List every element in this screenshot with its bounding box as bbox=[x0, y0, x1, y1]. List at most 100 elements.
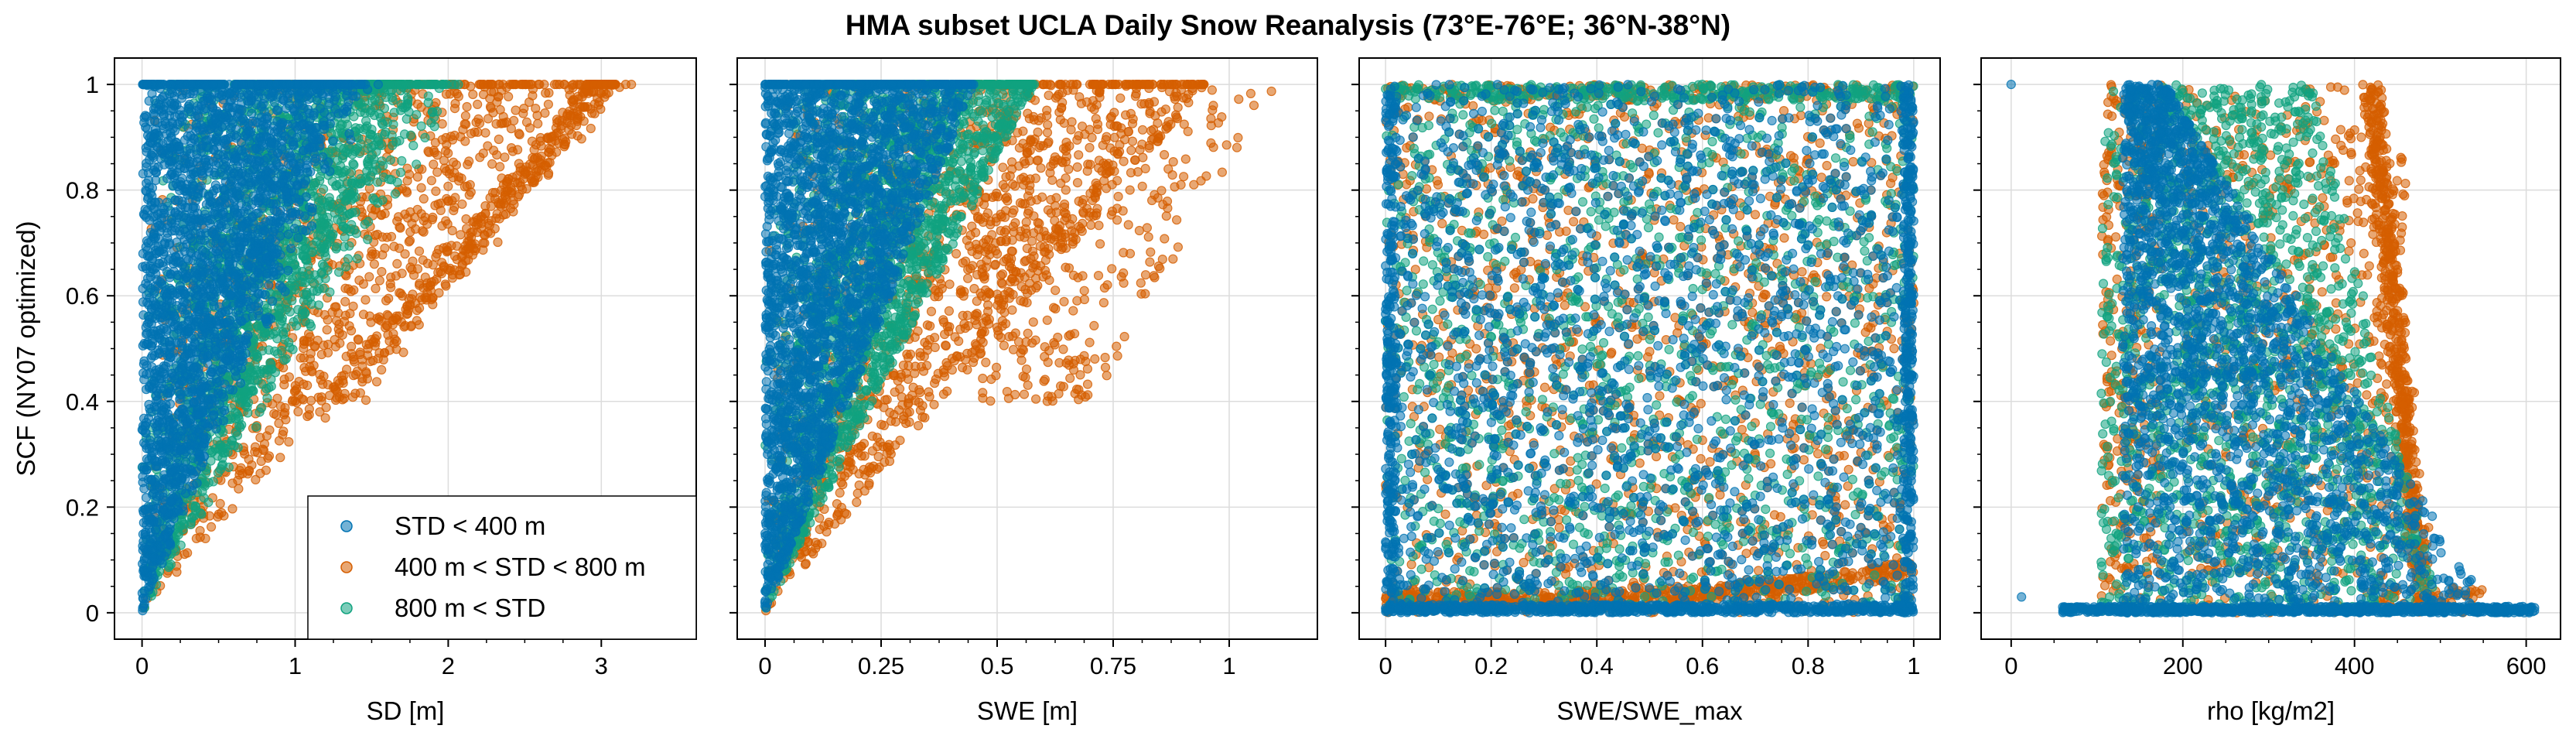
data-point bbox=[227, 435, 237, 446]
data-point bbox=[620, 79, 631, 90]
data-point bbox=[569, 95, 579, 105]
data-point bbox=[277, 313, 287, 323]
data-point bbox=[265, 330, 275, 340]
data-point bbox=[352, 366, 363, 376]
data-point bbox=[386, 272, 396, 282]
data-point bbox=[364, 217, 374, 227]
data-point bbox=[371, 377, 382, 387]
data-point bbox=[437, 221, 447, 231]
data-point bbox=[478, 79, 488, 90]
data-point bbox=[337, 205, 347, 216]
data-point bbox=[251, 474, 261, 485]
data-point bbox=[255, 468, 265, 478]
data-point bbox=[493, 237, 503, 248]
data-point bbox=[473, 127, 483, 137]
data-point bbox=[500, 152, 510, 163]
data-point bbox=[416, 102, 426, 112]
data-point bbox=[367, 166, 378, 176]
data-point bbox=[299, 379, 309, 389]
data-point bbox=[340, 283, 350, 293]
data-point bbox=[558, 108, 568, 118]
data-point bbox=[330, 302, 340, 312]
data-point bbox=[416, 121, 426, 132]
data-point bbox=[377, 267, 387, 277]
data-point bbox=[319, 262, 329, 272]
data-point bbox=[279, 355, 289, 365]
data-point bbox=[439, 261, 449, 271]
data-point bbox=[281, 323, 291, 333]
data-point bbox=[334, 328, 344, 338]
data-point bbox=[436, 205, 446, 215]
data-point bbox=[341, 166, 351, 176]
data-point bbox=[461, 119, 471, 129]
data-point bbox=[491, 119, 501, 129]
data-point bbox=[452, 255, 462, 265]
data-point bbox=[379, 87, 389, 98]
data-point bbox=[514, 190, 524, 200]
data-point bbox=[402, 302, 412, 312]
data-point bbox=[283, 265, 293, 275]
data-point bbox=[142, 124, 152, 134]
data-point bbox=[429, 121, 439, 132]
data-point bbox=[331, 181, 341, 191]
data-point bbox=[399, 322, 409, 332]
data-point bbox=[306, 348, 316, 358]
data-point bbox=[398, 347, 408, 358]
data-point bbox=[462, 101, 472, 112]
data-point bbox=[342, 119, 352, 129]
data-point bbox=[495, 162, 505, 172]
data-point bbox=[443, 181, 453, 191]
data-point bbox=[434, 288, 444, 298]
data-point bbox=[443, 148, 453, 159]
data-point bbox=[429, 276, 439, 286]
data-point bbox=[487, 187, 498, 198]
data-point bbox=[468, 89, 478, 100]
data-point bbox=[309, 180, 319, 190]
data-point bbox=[521, 79, 531, 90]
data-point bbox=[213, 467, 223, 478]
data-point bbox=[217, 453, 227, 464]
data-point bbox=[340, 296, 350, 306]
data-point bbox=[498, 79, 508, 90]
data-point bbox=[323, 347, 333, 358]
data-point bbox=[378, 232, 388, 242]
data-point bbox=[339, 370, 349, 380]
data-point bbox=[422, 258, 433, 269]
data-point bbox=[535, 79, 545, 90]
data-point bbox=[322, 325, 332, 335]
data-point bbox=[293, 406, 303, 417]
data-point bbox=[290, 385, 301, 395]
data-point bbox=[420, 272, 430, 282]
data-point bbox=[429, 159, 439, 169]
data-point bbox=[524, 97, 535, 108]
data-point bbox=[363, 234, 373, 245]
data-point bbox=[297, 224, 308, 234]
data-point bbox=[339, 241, 349, 251]
data-point bbox=[284, 436, 294, 447]
data-point bbox=[200, 481, 210, 491]
data-point bbox=[411, 79, 422, 90]
data-point bbox=[504, 173, 514, 184]
data-point bbox=[227, 504, 237, 514]
data-point bbox=[532, 111, 542, 121]
data-point bbox=[460, 182, 470, 192]
data-point bbox=[341, 262, 351, 272]
data-point bbox=[220, 306, 230, 316]
data-point bbox=[378, 161, 388, 171]
data-point bbox=[483, 114, 494, 124]
data-point bbox=[547, 132, 558, 142]
data-point bbox=[334, 142, 345, 152]
data-point bbox=[560, 139, 570, 150]
data-point bbox=[258, 444, 268, 454]
data-point bbox=[516, 181, 526, 191]
data-point bbox=[552, 79, 562, 90]
data-point bbox=[328, 136, 338, 146]
data-point bbox=[471, 118, 481, 128]
series-b bbox=[137, 79, 383, 616]
data-point bbox=[431, 186, 441, 197]
data-point bbox=[552, 115, 562, 125]
data-point bbox=[331, 316, 342, 326]
data-point bbox=[207, 522, 217, 532]
data-point bbox=[337, 153, 347, 163]
data-point bbox=[445, 164, 455, 174]
